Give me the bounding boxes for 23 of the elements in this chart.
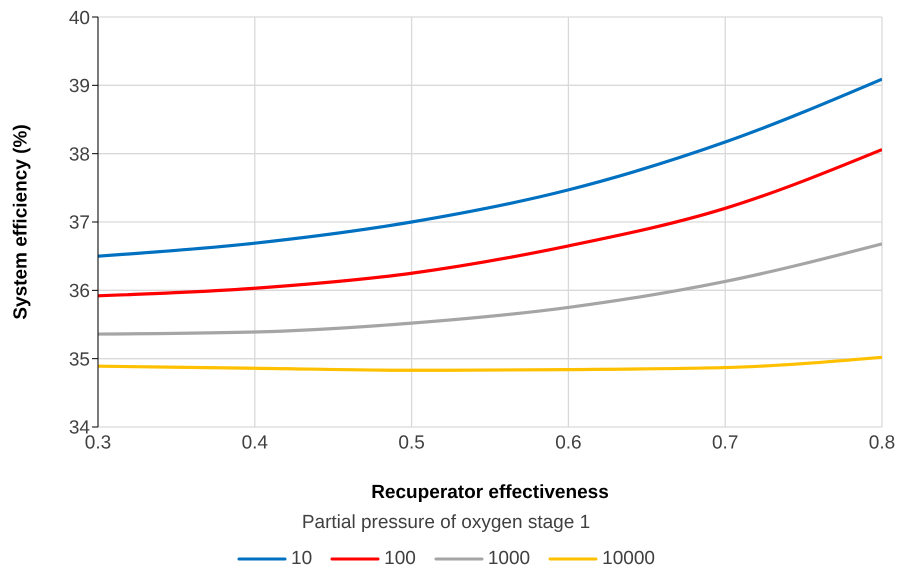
line-series	[98, 356, 882, 372]
y-tick-label: 37	[68, 212, 90, 234]
legend-title: Partial pressure of oxygen stage 1	[300, 512, 592, 534]
y-tick-label: 36	[68, 281, 90, 302]
x-tick-label: 0.8	[868, 432, 896, 454]
x-tick-label: 0.4	[242, 432, 268, 454]
legend-label: 10	[291, 548, 312, 570]
line-series	[98, 148, 882, 298]
line-series	[98, 78, 882, 258]
x-axis-title: Recuperator effectiveness	[371, 482, 609, 503]
y-tick-label: 35	[68, 349, 90, 370]
y-tick-label: 40	[68, 8, 90, 29]
x-tick-label: 0.7	[712, 432, 738, 454]
y-tick-label: 38	[68, 144, 90, 166]
x-tick-label: 0.6	[555, 432, 582, 454]
legend-label: 1000	[488, 548, 530, 570]
legend-label: 100	[384, 548, 416, 570]
y-axis-title: System efficiency (%)	[10, 124, 32, 320]
x-tick-label: 0.5	[398, 432, 425, 454]
y-tick-label: 39	[68, 76, 90, 98]
x-tick-label: 0.3	[84, 432, 112, 454]
legend-label: 10000	[602, 548, 655, 570]
line-series	[98, 242, 882, 336]
